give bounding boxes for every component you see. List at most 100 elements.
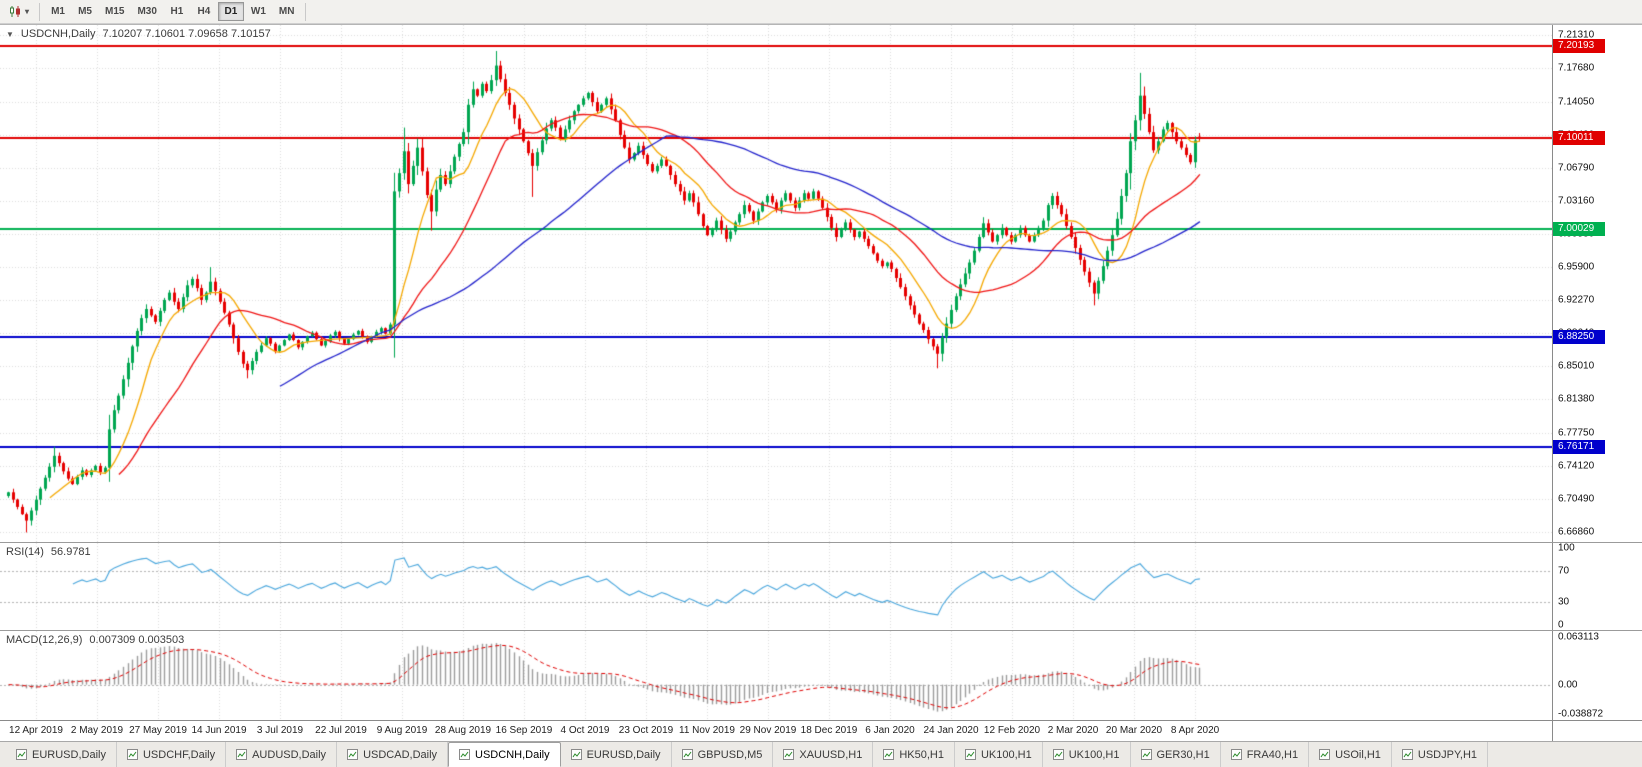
scale-corner (1552, 721, 1642, 741)
timeframe-button-m5[interactable]: M5 (72, 2, 98, 21)
mini-chart-icon (236, 749, 248, 760)
macd-scale[interactable]: 0.063113 0.00 -0.038872 (1552, 631, 1642, 720)
chart-tab-fra40-h1[interactable]: FRA40,H1 (1221, 742, 1310, 767)
chart-tab-label: AUDUSD,Daily (252, 748, 327, 761)
timeframe-button-mn[interactable]: MN (273, 2, 301, 21)
date-axis[interactable]: 12 Apr 2019 2 May 2019 27 May 2019 14 Jun 2… (0, 721, 1552, 741)
price-tick-label: 6.85010 (1558, 360, 1595, 372)
macd-chart-area[interactable]: MACD(12,26,9) 0.007309 0.003503 (0, 631, 1552, 720)
chart-tab-label: FRA40,H1 (1246, 748, 1299, 761)
chart-tab-label: USDCHF,Daily (142, 748, 216, 761)
chart-tab-label: GER30,H1 (1156, 748, 1210, 761)
date-label: 28 Aug 2019 (434, 725, 492, 736)
price-tick-label: 6.66860 (1558, 526, 1595, 538)
mini-chart-icon (783, 749, 795, 760)
macd-header: MACD(12,26,9) 0.007309 0.003503 (6, 634, 184, 646)
chart-tab-uk100-h1[interactable]: UK100,H1 (955, 742, 1043, 767)
hline-price-badge: 7.10011 (1553, 131, 1605, 146)
macd-pane: MACD(12,26,9) 0.007309 0.003503 0.063113… (0, 630, 1642, 720)
chart-type-button[interactable]: ▾ (4, 2, 34, 22)
chart-tab-usdjpy-h1[interactable]: USDJPY,H1 (1392, 742, 1489, 767)
chart-tab-label: USDJPY,H1 (1417, 748, 1478, 761)
chart-tab-hk50-h1[interactable]: HK50,H1 (873, 742, 955, 767)
date-label: 29 Nov 2019 (739, 725, 797, 736)
timeframe-button-d1[interactable]: D1 (217, 2, 244, 21)
mini-chart-icon (16, 749, 27, 760)
date-label: 4 Oct 2019 (560, 725, 610, 736)
price-tick-label: 7.21310 (1558, 29, 1595, 41)
mini-chart-icon (347, 749, 359, 760)
toolbar-separator (39, 2, 41, 21)
date-label: 6 Jan 2020 (865, 725, 915, 736)
rsi-scale[interactable]: 100 70 30 0 (1552, 543, 1642, 630)
date-label: 20 Mar 2020 (1105, 725, 1163, 736)
timeframe-button-m30[interactable]: M30 (131, 2, 162, 21)
chart-tab-audusd-daily[interactable]: AUDUSD,Daily (226, 742, 338, 767)
price-tick-label: 6.81380 (1558, 393, 1595, 405)
ohlc-panel-toggle-icon[interactable]: ▼ (6, 29, 14, 39)
macd-scale-label: -0.038872 (1558, 708, 1604, 720)
timeframe-button-h1[interactable]: H1 (164, 2, 190, 21)
rsi-scale-label: 70 (1558, 565, 1570, 577)
price-tick-label: 6.92270 (1558, 294, 1595, 306)
chart-tab-eurusd-daily[interactable]: EURUSD,Daily (561, 742, 672, 767)
chart-tab-usdchf-daily[interactable]: USDCHF,Daily (117, 742, 227, 767)
date-label: 24 Jan 2020 (923, 725, 979, 736)
hline-price-badge: 7.00029 (1553, 222, 1605, 237)
macd-canvas[interactable] (0, 631, 1552, 720)
chart-tab-usdcnh-daily[interactable]: USDCNH,Daily (448, 742, 561, 767)
mini-chart-icon (883, 749, 895, 760)
price-tick-label: 7.03160 (1558, 195, 1595, 207)
timeframe-button-m15[interactable]: M15 (99, 2, 130, 21)
date-label: 8 Apr 2020 (1170, 725, 1220, 736)
chart-tab-label: EURUSD,Daily (586, 748, 661, 761)
rsi-label: RSI(14) (6, 546, 44, 558)
rsi-scale-label: 30 (1558, 596, 1570, 608)
date-label: 11 Nov 2019 (679, 725, 735, 736)
date-label: 14 Jun 2019 (191, 725, 247, 736)
chart-tab-xauusd-h1[interactable]: XAUUSD,H1 (773, 742, 874, 767)
date-label: 16 Sep 2019 (495, 725, 553, 736)
timeframe-button-m1[interactable]: M1 (45, 2, 71, 21)
mini-chart-icon (126, 749, 138, 760)
chart-tab-label: USOil,H1 (1335, 748, 1381, 761)
chart-tab-uk100-h1[interactable]: UK100,H1 (1043, 742, 1131, 767)
chart-tab-gbpusd-m5[interactable]: GBPUSD,M5 (672, 742, 774, 767)
date-label: 9 Aug 2019 (376, 725, 428, 736)
candlestick-chart-icon (10, 6, 20, 17)
chart-tab-usoil-h1[interactable]: USOil,H1 (1309, 742, 1392, 767)
rsi-header: RSI(14) 56.9781 (6, 546, 91, 558)
mini-chart-icon (570, 749, 582, 760)
chart-tab-label: XAUUSD,H1 (799, 748, 863, 761)
price-scale[interactable]: 7.213107.176807.140507.104207.067907.031… (1552, 25, 1642, 542)
chart-tab-label: UK100,H1 (980, 748, 1032, 761)
chart-tab-ger30-h1[interactable]: GER30,H1 (1131, 742, 1221, 767)
hline-price-badge: 6.76171 (1553, 439, 1605, 454)
price-chart-canvas[interactable] (0, 25, 1552, 542)
mini-chart-icon (1230, 749, 1242, 760)
price-chart-area[interactable]: ▼ USDCNH,Daily 7.10207 7.10601 7.09658 7… (0, 25, 1552, 542)
date-label: 2 May 2019 (70, 725, 124, 736)
price-tick-label: 6.77750 (1558, 427, 1595, 439)
chart-tab-label: USDCNH,Daily (475, 748, 550, 761)
rsi-canvas[interactable] (0, 543, 1552, 630)
rsi-pane: RSI(14) 56.9781 100 70 30 0 (0, 542, 1642, 630)
toolbar-separator (305, 2, 307, 21)
rsi-chart-area[interactable]: RSI(14) 56.9781 (0, 543, 1552, 630)
date-label: 23 Oct 2019 (618, 725, 674, 736)
timeframe-button-h4[interactable]: H4 (191, 2, 217, 21)
mini-chart-icon (1140, 749, 1152, 760)
rsi-value: 56.9781 (50, 546, 91, 558)
rsi-scale-label: 100 (1558, 543, 1575, 554)
price-tick-label: 6.95900 (1558, 261, 1595, 273)
chart-tab-usdcad-daily[interactable]: USDCAD,Daily (337, 742, 449, 767)
chart-tab-eurusd-daily[interactable]: EURUSD,Daily (6, 742, 117, 767)
hline-price-badge: 7.20193 (1553, 38, 1605, 53)
mini-chart-icon (1319, 749, 1331, 760)
price-tick-label: 7.06790 (1558, 162, 1595, 174)
date-label: 22 Jul 2019 (315, 725, 367, 736)
chart-tab-label: GBPUSD,M5 (697, 748, 763, 761)
chart-tab-label: USDCAD,Daily (363, 748, 438, 761)
timeframe-button-w1[interactable]: W1 (245, 2, 272, 21)
